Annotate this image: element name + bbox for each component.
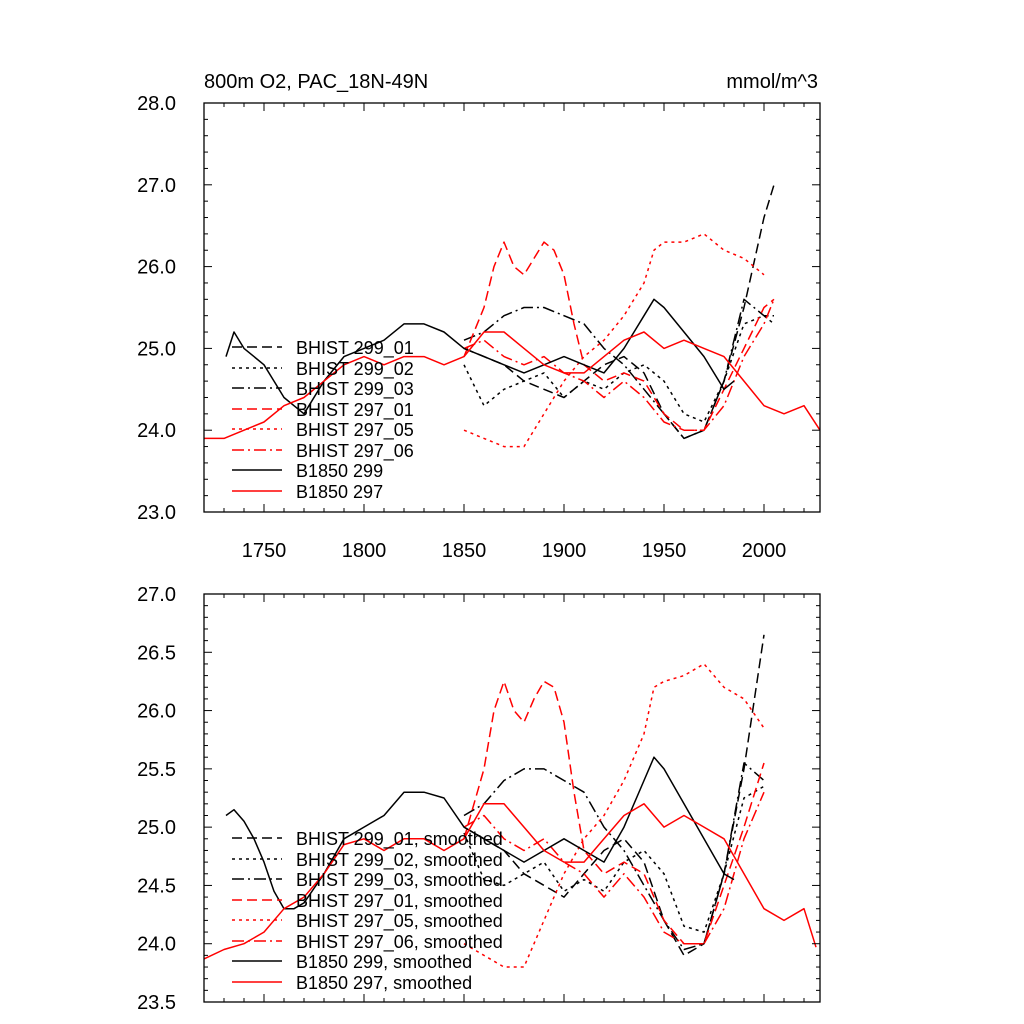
series-line-1 (463, 314, 775, 423)
series-line-3 (463, 680, 765, 945)
x-tick-label: 1850 (442, 540, 487, 562)
legend-label: B1850 299 (296, 461, 383, 481)
legend-label: BHIST 299_03, smoothed (296, 870, 503, 891)
series-line-3 (463, 241, 775, 431)
legend-item: B1850 297, smoothed (232, 973, 472, 993)
y-tick-label: 25.0 (137, 817, 176, 839)
series-line-4 (463, 663, 765, 968)
legend-label: BHIST 299_01, smoothed (296, 829, 503, 850)
legend-label: BHIST 299_03 (296, 379, 414, 400)
bottom-panel-frame (203, 593, 821, 1003)
series-line-6 (225, 298, 735, 415)
legend-item: BHIST 299_02 (232, 359, 414, 380)
legend-label: BHIST 297_05 (296, 420, 414, 441)
series-line-5 (463, 791, 765, 945)
legend-label: BHIST 297_06, smoothed (296, 932, 503, 953)
y-tick-label: 28.0 (137, 93, 176, 115)
series-line-0 (463, 634, 765, 957)
bottom-panel: 23.5 24.0 24.5 25.0 25.5 26.0 26.5 27.0 BHIST 2… (137, 584, 821, 1014)
legend-item: BHIST 299_03, smoothed (232, 870, 503, 891)
y-tick-label: 23.0 (137, 502, 176, 524)
legend-label: B1850 299, smoothed (296, 952, 472, 972)
legend-item: B1850 299, smoothed (232, 952, 472, 972)
legend-item: BHIST 297_05 (232, 420, 414, 441)
x-tick-label: 1950 (642, 540, 687, 562)
legend-label: BHIST 297_01 (296, 400, 414, 421)
y-tick-label: 27.0 (137, 584, 176, 606)
legend-label: BHIST 297_06 (296, 441, 414, 462)
legend-label: BHIST 297_05, smoothed (296, 911, 503, 932)
legend-label: B1850 297 (296, 482, 383, 502)
legend-label: BHIST 299_02 (296, 359, 414, 380)
x-tick-label: 1750 (242, 540, 287, 562)
legend-item: BHIST 299_01, smoothed (232, 829, 503, 850)
y-tick-label: 25.0 (137, 338, 176, 360)
top-panel-ticks: 1750 1800 1850 1900 1950 2000 23.0 24.0 25.0 26.0… (137, 93, 820, 562)
legend-item: BHIST 299_01 (232, 338, 414, 359)
series-line-2 (463, 298, 774, 440)
y-tick-label: 24.0 (137, 934, 176, 956)
series-line-1 (463, 785, 765, 933)
legend-item: BHIST 297_01 (232, 400, 414, 421)
y-tick-label: 23.5 (137, 992, 176, 1014)
legend-item: BHIST 297_01, smoothed (232, 891, 503, 912)
y-tick-label: 27.0 (137, 175, 176, 197)
series-line-7 (203, 803, 817, 960)
x-tick-label: 1900 (542, 540, 587, 562)
series-line-0 (463, 184, 775, 440)
legend-label: BHIST 299_02, smoothed (296, 850, 503, 871)
bottom-panel-series (203, 634, 817, 968)
y-tick-label: 25.5 (137, 759, 176, 781)
bottom-panel-legend: BHIST 299_01, smoothed BHIST 299_02, smo… (232, 829, 503, 993)
legend-item: BHIST 299_02, smoothed (232, 850, 503, 871)
series-line-4 (463, 233, 765, 448)
y-tick-label: 26.5 (137, 642, 176, 664)
x-tick-label: 2000 (742, 540, 787, 562)
top-panel-units: mmol/m^3 (726, 71, 818, 93)
y-tick-label: 26.0 (137, 257, 176, 279)
legend-label: B1850 297, smoothed (296, 973, 472, 993)
legend-item: BHIST 297_06 (232, 441, 414, 462)
top-panel-legend: BHIST 299_01 BHIST 299_02 BHIST 299_03 B… (232, 338, 414, 502)
legend-label: BHIST 299_01 (296, 338, 414, 359)
series-line-5 (463, 299, 775, 431)
series-line-7 (204, 331, 821, 440)
legend-item: BHIST 297_06, smoothed (232, 932, 503, 953)
top-panel-title: 800m O2, PAC_18N-49N (204, 71, 428, 93)
bottom-panel-ticks: 23.5 24.0 24.5 25.0 25.5 26.0 26.5 27.0 (137, 584, 820, 1014)
legend-item: BHIST 297_05, smoothed (232, 911, 503, 932)
top-panel-frame (203, 102, 821, 513)
y-tick-label: 24.0 (137, 420, 176, 442)
top-panel-series (204, 184, 821, 448)
series-line-6 (225, 756, 735, 910)
top-panel: 800m O2, PAC_18N-49N mmol/m^3 1750 1800 18… (137, 71, 821, 562)
x-tick-label: 1800 (342, 540, 387, 562)
legend-item: B1850 299 (232, 461, 383, 481)
legend-item: B1850 297 (232, 482, 383, 502)
y-tick-label: 26.0 (137, 701, 176, 723)
legend-item: BHIST 299_03 (232, 379, 414, 400)
legend-label: BHIST 297_01, smoothed (296, 891, 503, 912)
y-tick-label: 24.5 (137, 875, 176, 897)
series-line-2 (463, 762, 765, 951)
